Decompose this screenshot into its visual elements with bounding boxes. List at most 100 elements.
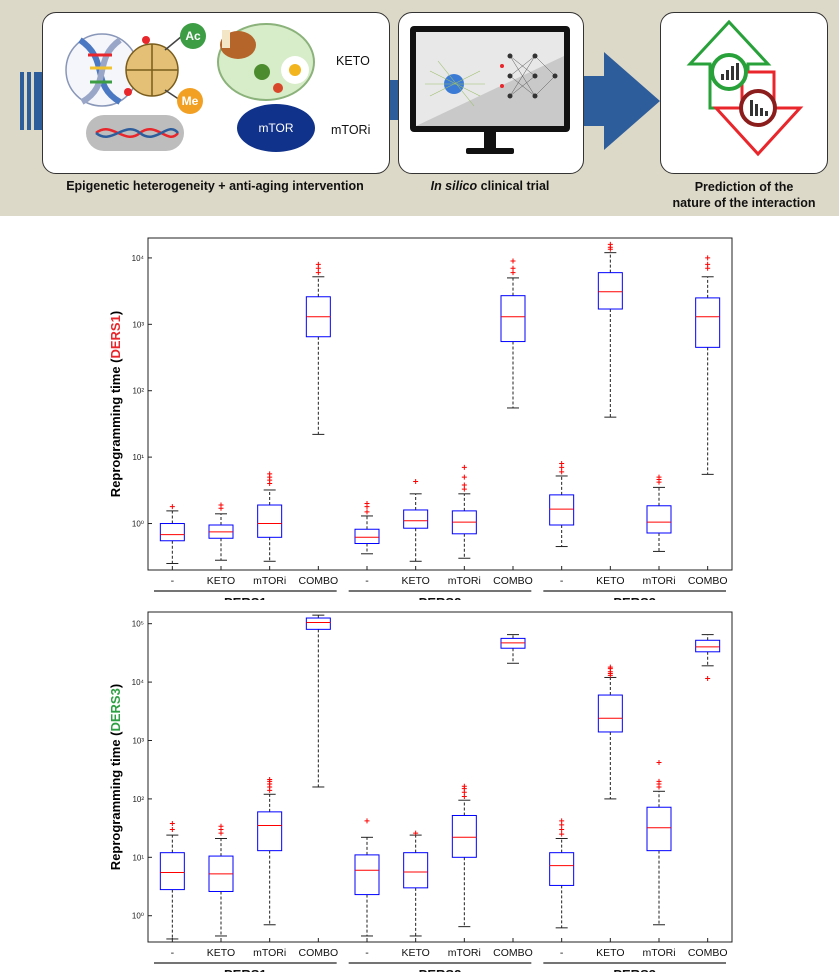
category-label: mTORi — [448, 575, 481, 587]
mtor-disc: mTOR — [237, 104, 315, 152]
outlier-marker — [461, 482, 467, 488]
outlier-marker — [510, 258, 516, 264]
iqr-box — [549, 852, 575, 886]
outlier-marker — [607, 241, 613, 247]
category-label: mTORi — [253, 947, 286, 959]
category-label: - — [171, 575, 175, 587]
ylabel-suffix: ) — [108, 684, 123, 688]
methyl-badge: Me — [177, 88, 203, 114]
acetyl-badge: Ac — [180, 23, 206, 49]
outlier-marker — [461, 783, 467, 789]
category-label: - — [365, 947, 369, 959]
iqr-box — [354, 528, 380, 545]
category-label: COMBO — [688, 575, 728, 587]
outlier-marker — [218, 823, 224, 829]
outlier-marker — [169, 820, 175, 826]
iqr-box — [597, 272, 623, 310]
caption-in-silico-rest: clinical trial — [477, 179, 550, 193]
iqr-box — [403, 509, 429, 529]
ylabel-highlight: DERS1 — [108, 315, 123, 358]
iqr-box — [257, 811, 283, 852]
outlier-marker — [656, 474, 662, 480]
ytick-label: 10² — [132, 795, 144, 804]
box-pers3-control — [549, 461, 575, 548]
plot-frame — [147, 237, 733, 571]
caption-in-silico: In silico clinical trial — [398, 179, 582, 193]
outlier-marker — [267, 471, 273, 477]
chromatin-icon — [86, 115, 184, 151]
y-axis-label: Reprogramming time (DERS1) — [108, 311, 123, 497]
category-label: mTORi — [642, 947, 675, 959]
category-label: KETO — [596, 947, 624, 959]
outlier-marker — [169, 504, 175, 510]
iqr-box — [159, 523, 185, 542]
iqr-box — [695, 639, 721, 653]
outlier-marker — [461, 474, 467, 480]
box-pers1-control — [159, 504, 185, 564]
outlier-marker — [559, 831, 565, 837]
box-pers2-control — [354, 818, 380, 937]
iqr-box — [354, 854, 380, 896]
ylabel-prefix: Reprogramming time ( — [108, 731, 123, 870]
group-label: PERS3 — [613, 967, 656, 972]
box-pers3-mtori — [646, 474, 672, 552]
monitor-stand — [466, 132, 514, 154]
caption-prediction-line2: nature of the interaction — [672, 196, 816, 210]
box-pers2-keto — [403, 830, 429, 937]
outlier-marker — [559, 818, 565, 824]
category-label: KETO — [401, 947, 429, 959]
iqr-box — [646, 505, 672, 534]
y-axis-label: Reprogramming time (DERS3) — [108, 684, 123, 870]
box-pers1-mtori — [257, 776, 283, 926]
outlier-marker — [705, 261, 711, 267]
outlier-marker — [315, 261, 321, 267]
iqr-box — [549, 494, 575, 526]
box-pers2-keto — [403, 478, 429, 562]
iqr-box — [500, 295, 526, 343]
outlier-marker — [705, 676, 711, 682]
ytick-label: 10⁵ — [132, 620, 144, 629]
outlier-marker — [461, 793, 467, 799]
outlier-marker — [510, 270, 516, 276]
outlier-marker — [364, 501, 370, 507]
iqr-box — [597, 694, 623, 733]
group-label: PERS3 — [613, 595, 656, 600]
iqr-box — [159, 852, 185, 891]
keto-label: KETO — [336, 54, 370, 68]
outlier-marker — [413, 830, 419, 836]
category-label: COMBO — [298, 947, 338, 959]
mtori-label: mTORi — [331, 123, 371, 137]
iqr-box — [451, 814, 477, 858]
outlier-marker — [218, 502, 224, 508]
outlier-marker — [413, 478, 419, 484]
outlier-marker — [559, 461, 565, 467]
category-label: KETO — [207, 575, 235, 587]
ytick-label: 10¹ — [132, 453, 144, 462]
workflow-banner: Ac Me KETO mTOR mTORi Epigenetic heterog… — [0, 0, 839, 216]
category-label: - — [560, 947, 564, 959]
ytick-label: 10² — [132, 387, 144, 396]
category-label: COMBO — [493, 947, 533, 959]
outlier-marker — [559, 826, 565, 832]
box-pers1-keto — [208, 502, 234, 561]
outlier-marker — [607, 664, 613, 670]
outlier-marker — [315, 270, 321, 276]
monitor-icon — [410, 26, 570, 132]
plot-frame — [147, 611, 733, 943]
box-pers1-control — [159, 820, 185, 940]
box-pers1-combo — [305, 261, 331, 435]
iqr-box — [305, 617, 331, 630]
ytick-label: 10⁰ — [132, 912, 144, 921]
ytick-label: 10⁴ — [132, 254, 145, 263]
outlier-marker — [364, 509, 370, 515]
category-label: mTORi — [448, 947, 481, 959]
ytick-label: 10⁰ — [132, 520, 144, 529]
group-label: PERS2 — [419, 595, 462, 600]
box-pers3-mtori — [646, 760, 672, 926]
caption-in-silico-italic: In silico — [430, 179, 478, 193]
box-pers2-control — [354, 501, 380, 555]
category-label: - — [365, 575, 369, 587]
iqr-box — [646, 806, 672, 852]
box-pers3-keto — [597, 241, 623, 418]
outlier-marker — [169, 826, 175, 832]
